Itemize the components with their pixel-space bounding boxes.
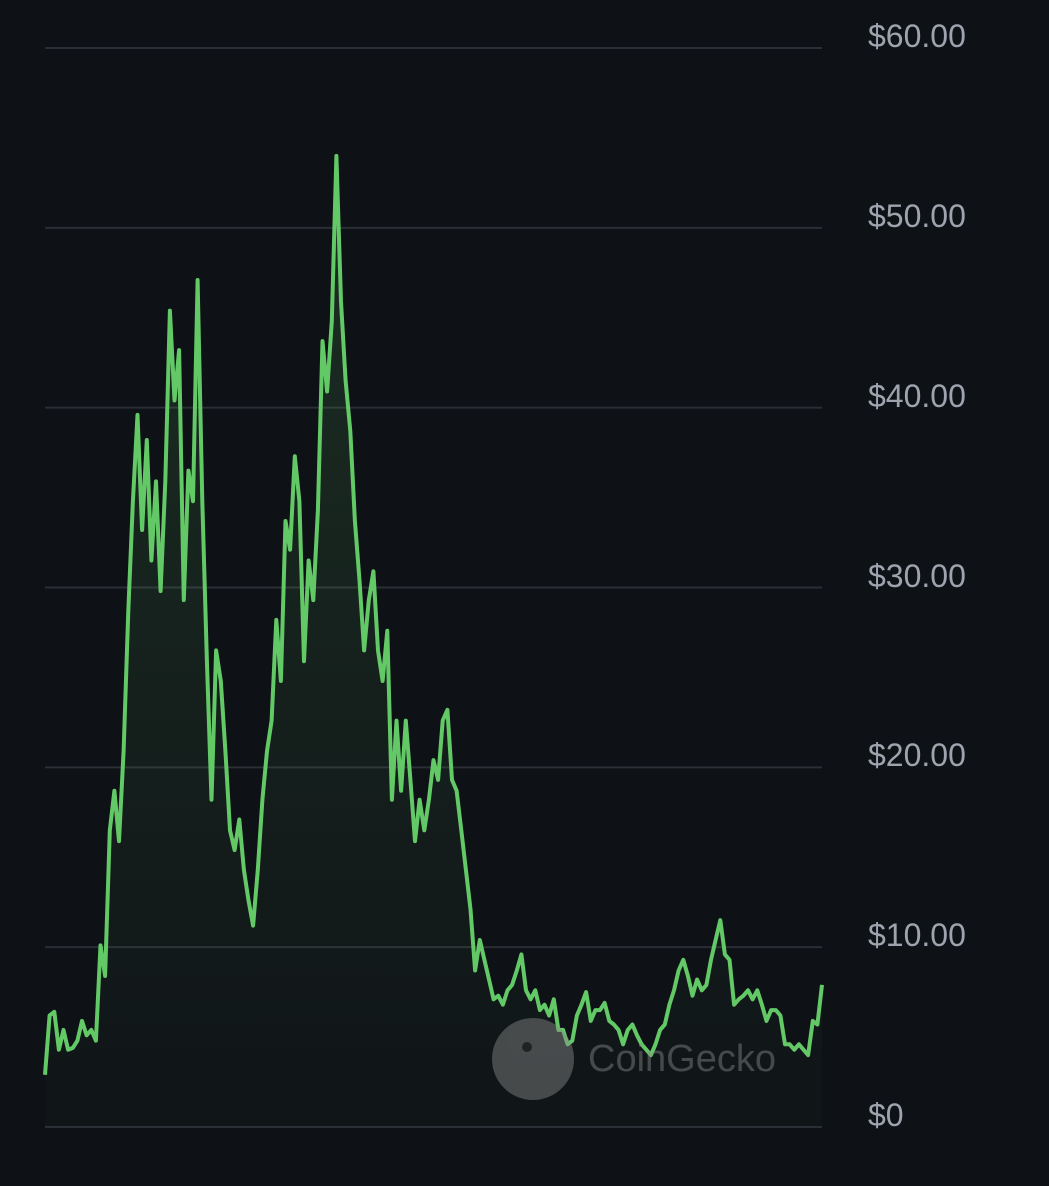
y-tick-label: $10.00 <box>868 917 966 954</box>
watermark-text: CoinGecko <box>588 1037 776 1080</box>
y-tick-label: $30.00 <box>868 557 966 594</box>
y-tick-label: $50.00 <box>868 197 966 234</box>
y-tick-label: $0 <box>868 1097 904 1133</box>
y-tick-label: $20.00 <box>868 737 966 774</box>
y-tick-label: $40.00 <box>868 377 966 414</box>
coingecko-watermark: CoinGecko <box>492 1018 776 1100</box>
gecko-logo-icon <box>492 1018 574 1100</box>
y-tick-label: $60.00 <box>868 18 966 54</box>
price-line <box>43 153 824 1075</box>
price-area-fill <box>45 155 822 1127</box>
